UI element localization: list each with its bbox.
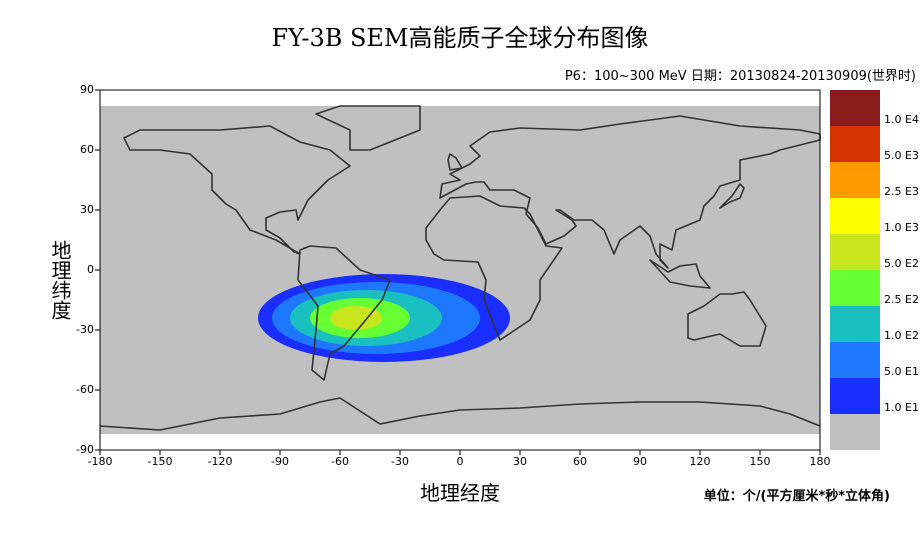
- colorbar-segment: [830, 234, 880, 270]
- axes: -180 -150 -120 -90 -60 -30 0 30 60 90 120 150 180 -90…: [76, 83, 830, 468]
- colorbar-label: 1.0 E3: [884, 221, 919, 234]
- colorbar-segment: [830, 162, 880, 198]
- map-layer: [100, 106, 820, 430]
- colorbar-segment: [830, 126, 880, 162]
- y-tick-label: 90: [80, 83, 94, 96]
- y-tick-label: -90: [76, 443, 94, 456]
- unit-label: 单位：个/(平方厘米*秒*立体角): [704, 488, 890, 504]
- colorbar-label: 1.0 E4: [884, 113, 919, 126]
- x-tick-label: -90: [271, 455, 289, 468]
- x-tick-label: 0: [457, 455, 464, 468]
- colorbar-label: 5.0 E1: [884, 365, 919, 378]
- x-tick-label: -60: [331, 455, 349, 468]
- japan: [720, 184, 744, 208]
- colorbar-segment: [830, 378, 880, 414]
- subtitle: P6：100~300 MeV 日期：20130824-20130909(世界时): [565, 69, 916, 84]
- colorbar-segment: [830, 342, 880, 378]
- saa-region: [258, 274, 510, 362]
- colorbar-segment: [830, 90, 880, 126]
- x-tick-label: -30: [391, 455, 409, 468]
- title: FY-3B SEM高能质子全球分布图像: [271, 24, 648, 52]
- x-tick-label: -180: [88, 455, 113, 468]
- x-tick-label: 90: [633, 455, 647, 468]
- australia: [688, 292, 766, 346]
- colorbar-label: 1.0 E1: [884, 401, 919, 414]
- antarctica: [100, 398, 820, 430]
- y-tick-label: 30: [80, 203, 94, 216]
- x-tick-label: -120: [208, 455, 233, 468]
- north-america: [124, 126, 350, 254]
- y-tick-label: -30: [76, 323, 94, 336]
- colorbar-segment: [830, 306, 880, 342]
- x-tick-label: 60: [573, 455, 587, 468]
- y-label: 地理纬度: [48, 240, 72, 320]
- x-tick-label: 180: [810, 455, 831, 468]
- x-label: 地理经度: [420, 481, 500, 505]
- data-region: [100, 106, 820, 434]
- greenland: [316, 106, 420, 150]
- x-tick-label: 150: [750, 455, 771, 468]
- x-tick-label: 30: [513, 455, 527, 468]
- africa: [426, 196, 562, 340]
- y-tick-label: 0: [87, 263, 94, 276]
- colorbar: 1.0 E4 5.0 E3 2.5 E3 1.0 E3 5.0 E2 2.5 E2 1.0 …: [830, 90, 919, 450]
- x-tick-label: -150: [148, 455, 173, 468]
- colorbar-label: 2.5 E3: [884, 185, 919, 198]
- x-tick-label: 120: [690, 455, 711, 468]
- colorbar-label: 5.0 E2: [884, 257, 919, 270]
- y-tick-label: -60: [76, 383, 94, 396]
- eurasia: [440, 116, 820, 268]
- colorbar-label: 2.5 E2: [884, 293, 919, 306]
- colorbar-label: 1.0 E2: [884, 329, 919, 342]
- y-tick-label: 60: [80, 143, 94, 156]
- south-america: [298, 246, 390, 380]
- indonesia: [650, 260, 710, 288]
- colorbar-label: 5.0 E3: [884, 149, 919, 162]
- colorbar-segment: [830, 270, 880, 306]
- british-isles: [448, 154, 462, 170]
- colorbar-segment: [830, 414, 880, 450]
- colorbar-segment: [830, 198, 880, 234]
